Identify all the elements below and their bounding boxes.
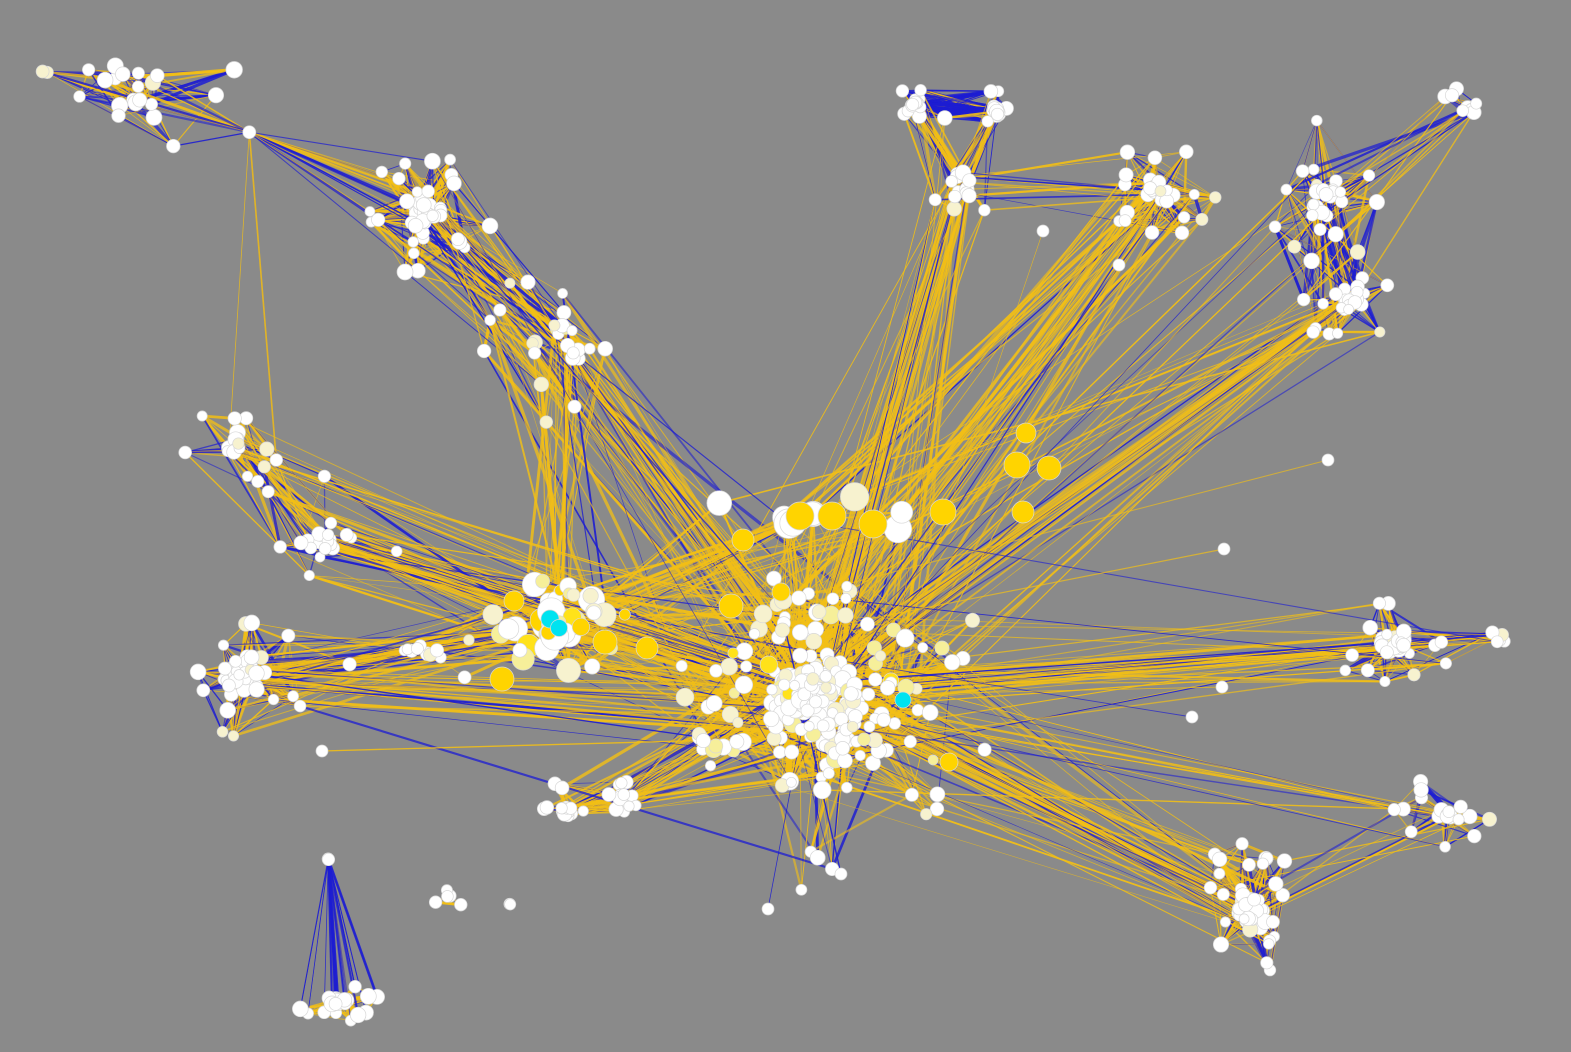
blue-edge bbox=[1302, 120, 1318, 172]
gold-edge bbox=[47, 72, 174, 147]
blue-edge bbox=[133, 69, 235, 101]
blue-edge bbox=[150, 68, 235, 106]
blue-edge bbox=[1286, 120, 1318, 190]
gold-edge bbox=[489, 319, 536, 355]
gold-edge bbox=[118, 94, 217, 117]
gold-edge bbox=[489, 319, 543, 386]
gold-edge bbox=[1127, 151, 1216, 198]
gold-edge bbox=[370, 221, 419, 272]
gold-edge bbox=[119, 105, 174, 147]
blue-edge bbox=[197, 671, 223, 732]
blue-edge bbox=[152, 82, 217, 96]
gold-edge bbox=[810, 793, 913, 853]
gold-edge bbox=[1274, 189, 1287, 227]
gold-edge bbox=[233, 698, 274, 737]
blue-edge bbox=[118, 115, 174, 147]
